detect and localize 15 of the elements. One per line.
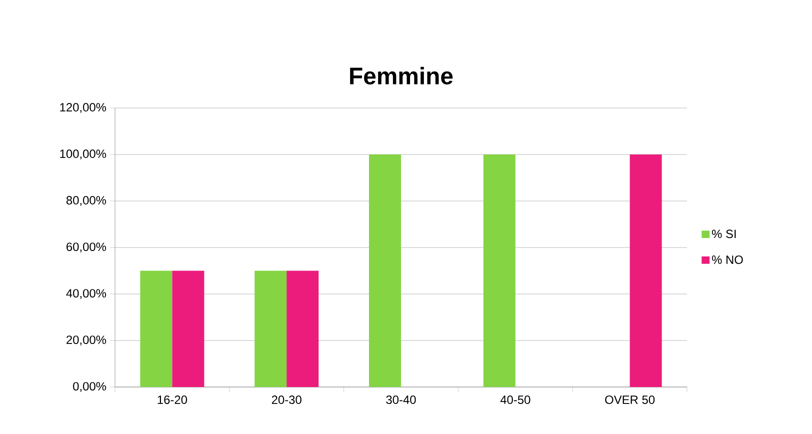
x-tick-label: 40-50 <box>500 396 530 404</box>
y-tick-label: 60,00% <box>66 242 106 252</box>
chart-title: Femmine <box>350 66 453 84</box>
y-tick-label: 0,00% <box>73 382 106 392</box>
y-tick-label: 20,00% <box>66 336 106 346</box>
x-tick-label: 30-40 <box>386 396 416 404</box>
x-tick-label: 20-30 <box>272 396 302 404</box>
y-tick-label: 120,00% <box>60 103 106 113</box>
y-tick-label: 100,00% <box>60 150 106 160</box>
legend-label: % NO <box>712 255 743 264</box>
y-tick-label: 80,00% <box>66 196 106 206</box>
legend-label: % SI <box>712 230 736 238</box>
x-tick-label: 16-20 <box>158 396 188 404</box>
x-tick-label: OVER 50 <box>605 396 655 404</box>
y-tick-label: 40,00% <box>66 289 106 299</box>
